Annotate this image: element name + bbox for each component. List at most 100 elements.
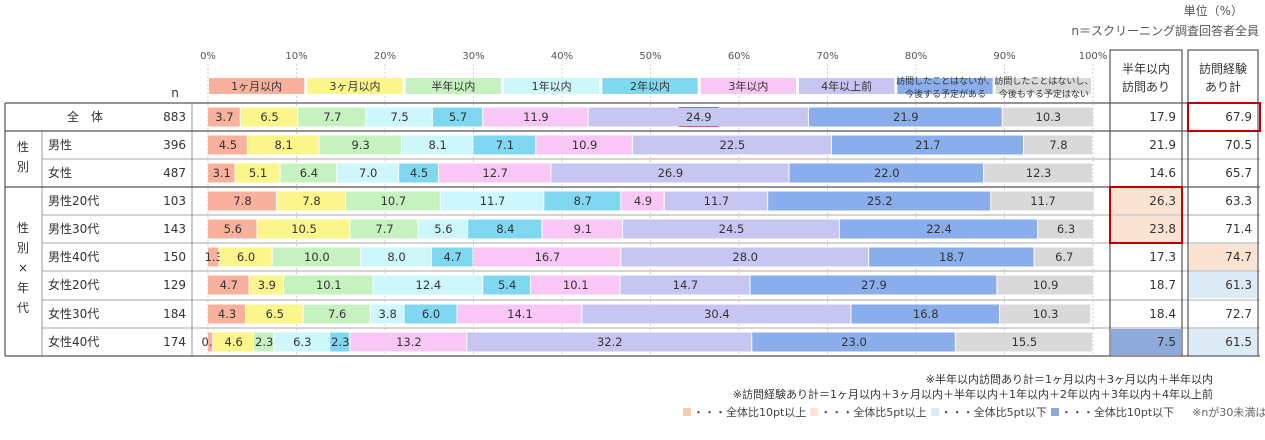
row-label-7: 女性30代: [48, 306, 99, 321]
bar-label-1-2: 9.3: [352, 138, 370, 152]
bar-label-8-1: 4.6: [225, 335, 243, 349]
half-year-value-1: 21.9: [1149, 138, 1176, 152]
bar-4-seg-4: [468, 219, 542, 239]
bar-4-seg-0: [208, 219, 257, 239]
bar-1-seg-7: [831, 135, 1023, 155]
legend-label-8-line2: 今後もする予定はない: [999, 88, 1089, 100]
visit-total-value-4: 71.4: [1225, 222, 1252, 236]
key-plus10-swatch: [683, 408, 691, 416]
half-year-value-8: 7.5: [1157, 335, 1176, 349]
bar-0-seg-5: [483, 107, 588, 127]
bar-label-7-8: 10.3: [1033, 307, 1059, 321]
legend-swatch-0: [209, 78, 305, 94]
bar-label-5-3: 8.0: [387, 250, 405, 264]
bar-5-seg-2: [272, 247, 361, 267]
legend-label-7-line1: 訪問したことはないが、: [896, 75, 995, 87]
row-label-5: 男性40代: [48, 250, 99, 264]
bar-4-seg-3: [418, 219, 468, 239]
bar-label-7-6: 30.4: [704, 307, 730, 321]
color-key: ・・・全体比10pt以上 ・・・全体比5pt以上 ・・・全体比5pt以下 ・・・…: [683, 404, 1265, 420]
bar-0-seg-7: [808, 107, 1002, 127]
bar-3-seg-3: [440, 191, 544, 211]
bar-label-1-5: 10.9: [572, 138, 598, 152]
bar-label-4-4: 8.4: [496, 222, 514, 236]
bar-3-seg-6: [664, 191, 768, 211]
half-year-value-4: 23.8: [1149, 222, 1176, 236]
legend-label-8-line1: 訪問したことはないし、: [994, 75, 1093, 87]
legend-label-4: 2年以内: [630, 79, 670, 93]
legend-label-1: 3ヶ月以内: [330, 79, 381, 93]
col-visit-total-header-1: 訪問経験: [1199, 61, 1247, 76]
bar-label-2-1: 5.1: [249, 166, 267, 180]
key-plus5-swatch: [810, 408, 819, 416]
n-column-header: n: [171, 86, 179, 100]
key-small-n-note: ※nが30未満は参考値: [1192, 406, 1265, 419]
col-half-year-header-1: 半年以内: [1122, 62, 1170, 76]
bar-6-seg-8: [997, 275, 1093, 295]
visit-total-value-3: 63.3: [1225, 194, 1252, 208]
visit-total-value-8: 61.5: [1225, 335, 1252, 349]
legend-label-5: 3年以内: [728, 79, 768, 93]
group-gender-1: 別: [17, 160, 29, 174]
bar-label-6-4: 5.4: [498, 278, 516, 292]
bar-label-7-0: 4.3: [218, 307, 236, 321]
bar-label-5-7: 18.7: [939, 250, 965, 264]
bar-label-8-4: 2.3: [331, 335, 349, 349]
half-year-value-0: 17.9: [1149, 110, 1176, 124]
row-n-6: 129: [163, 278, 186, 292]
bar-label-3-2: 10.7: [381, 194, 407, 208]
bar-label-1-1: 8.1: [275, 138, 293, 152]
group-gender-age-4: 代: [17, 301, 29, 315]
visit-total-value-0: 67.9: [1225, 110, 1252, 124]
bar-label-4-1: 10.5: [291, 222, 317, 236]
bar-3-seg-8: [991, 191, 1094, 211]
bar-label-0-7: 21.9: [893, 110, 919, 124]
bar-label-5-8: 6.7: [1055, 250, 1073, 264]
half-year-value-5: 17.3: [1149, 250, 1176, 264]
bar-label-3-6: 11.7: [704, 194, 730, 208]
bar-label-5-2: 10.0: [304, 250, 330, 264]
bar-0-seg-0: [208, 107, 240, 127]
bar-label-4-0: 5.6: [224, 222, 242, 236]
bar-1-seg-0: [208, 135, 247, 155]
col-visit-total-header-2: あり計: [1205, 79, 1241, 94]
group-gender-age-3: 年: [17, 281, 29, 295]
bar-7-seg-5: [457, 304, 582, 324]
bar-3-seg-7: [768, 191, 991, 211]
legend-swatch-8: [995, 78, 1091, 94]
bar-label-3-4: 8.7: [574, 194, 592, 208]
legend-swatch-4: [602, 78, 698, 94]
x-tick-10: 100%: [1079, 51, 1108, 62]
visit-total-value-6: 61.3: [1225, 278, 1252, 292]
bars: 3.7 6.5 7.7 7.5 5.7 11.9 24.9 21.9 10.34.5 8.1 9.3…: [202, 107, 1094, 352]
group-gender-age-2: ×: [18, 261, 28, 275]
half-year-shade-3: [1111, 188, 1181, 214]
row-n-2: 487: [163, 166, 186, 180]
bar-label-6-8: 10.9: [1033, 278, 1059, 292]
legend-label-6: 4年以上前: [821, 79, 872, 93]
bar-0-seg-1: [240, 107, 298, 127]
bar-label-2-6: 26.9: [658, 166, 684, 180]
bar-4-seg-6: [623, 219, 839, 239]
bar-3-seg-5: [621, 191, 664, 211]
bar-label-1-4: 7.1: [496, 138, 514, 152]
bar-0-seg-6: [588, 107, 808, 127]
half-year-value-7: 18.4: [1149, 307, 1176, 321]
legend-swatch-2: [405, 78, 501, 94]
legend-label-0: 1ヶ月以内: [231, 79, 282, 93]
note-half-year: ※半年以内訪問あり計＝1ヶ月以内＋3ヶ月以内＋半年以内: [925, 373, 1213, 386]
bar-7-seg-8: [1000, 304, 1091, 324]
row-label-3: 男性20代: [48, 194, 99, 208]
bar-0-seg-4: [432, 107, 483, 127]
bar-label-7-5: 14.1: [507, 307, 533, 321]
bar-6-seg-4: [483, 275, 531, 295]
bar-label-6-7: 27.9: [861, 278, 887, 292]
bar-8-seg-8: [955, 332, 1092, 352]
row-n-8: 174: [163, 335, 186, 349]
bar-1-seg-5: [536, 135, 632, 155]
bar-label-4-6: 24.5: [719, 222, 745, 236]
x-tick-8: 80%: [905, 51, 927, 62]
row-n-4: 143: [163, 222, 186, 236]
bar-label-2-3: 7.0: [359, 166, 377, 180]
